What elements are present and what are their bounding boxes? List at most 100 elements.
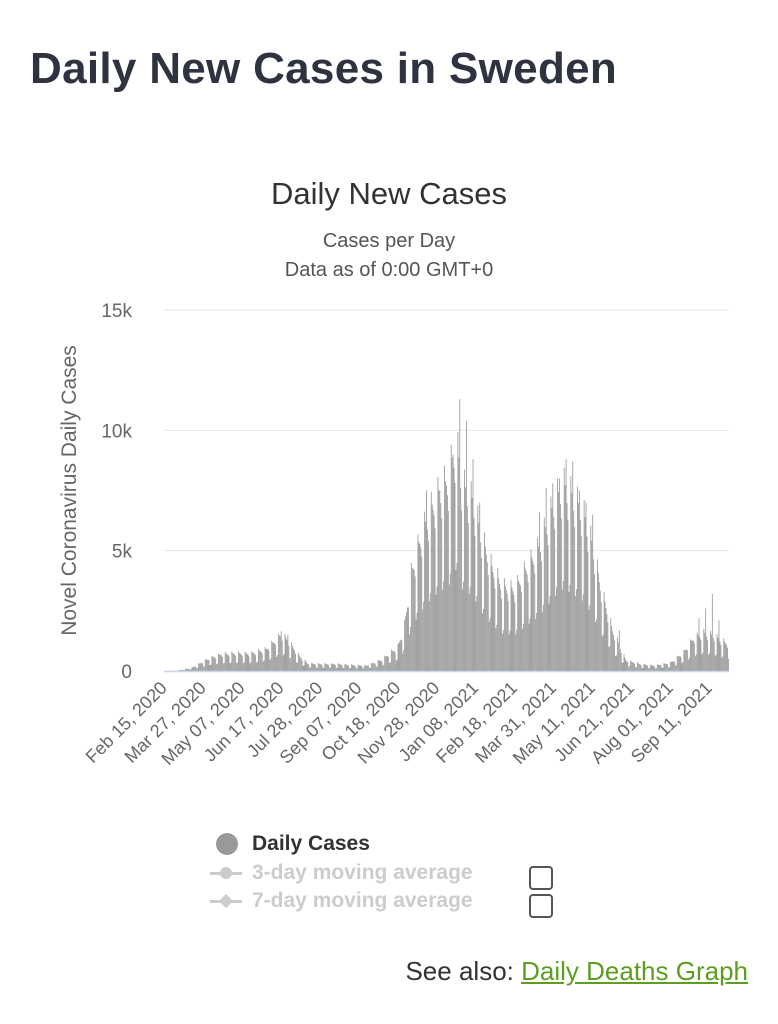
- daily-case-bar: [178, 670, 180, 671]
- daily-case-bar: [210, 664, 212, 671]
- daily-case-bar: [559, 478, 560, 671]
- daily-case-bar: [635, 667, 637, 671]
- daily-case-bar: [540, 561, 542, 671]
- daily-case-bar: [669, 667, 671, 671]
- daily-case-bar: [699, 637, 701, 671]
- toggle-7-day-average-checkbox[interactable]: [529, 894, 553, 918]
- daily-case-bar: [332, 663, 333, 671]
- daily-case-bar: [246, 653, 248, 671]
- daily-case-bar: [495, 628, 497, 671]
- daily-case-bar: [521, 592, 522, 671]
- daily-case-bar: [264, 647, 266, 671]
- daily-case-bar: [294, 650, 295, 671]
- daily-case-bar: [233, 653, 235, 671]
- daily-case-bar: [391, 650, 393, 671]
- daily-case-bar: [578, 502, 579, 671]
- daily-case-bar: [375, 666, 377, 671]
- daily-case-bar: [207, 659, 209, 671]
- daily-case-bar: [613, 635, 615, 671]
- daily-case-bar: [597, 573, 599, 671]
- daily-case-bar: [652, 665, 653, 671]
- daily-case-bar: [473, 517, 475, 671]
- daily-case-bar: [515, 634, 517, 671]
- daily-case-bar: [590, 525, 592, 671]
- daily-case-bar: [718, 620, 720, 671]
- daily-case-bar: [663, 663, 665, 671]
- daily-case-bar: [584, 517, 586, 671]
- daily-case-bar: [295, 653, 296, 671]
- daily-case-bar: [600, 602, 602, 671]
- daily-case-bar: [445, 480, 446, 671]
- daily-case-bar: [693, 643, 695, 671]
- daily-case-bar: [541, 612, 543, 671]
- daily-case-bar: [179, 670, 181, 671]
- daily-case-bar: [217, 663, 219, 671]
- toggle-3-day-average-checkbox[interactable]: [529, 866, 553, 890]
- daily-case-bar: [511, 587, 513, 671]
- daily-case-bar: [494, 588, 496, 671]
- daily-case-bar: [556, 587, 558, 671]
- daily-case-bar: [452, 454, 454, 671]
- daily-case-bar: [421, 556, 423, 671]
- daily-case-bar: [509, 630, 511, 671]
- daily-case-bar: [389, 663, 390, 671]
- daily-case-bar: [376, 666, 378, 671]
- daily-case-bar: [205, 659, 207, 671]
- daily-case-bar: [513, 594, 515, 671]
- daily-case-bar: [323, 667, 325, 671]
- daily-case-bar: [334, 665, 336, 671]
- daily-case-bar: [240, 654, 242, 671]
- daily-case-bar: [721, 657, 723, 671]
- daily-case-bar: [231, 651, 233, 671]
- daily-case-bar: [713, 641, 715, 671]
- daily-case-bar: [446, 495, 448, 671]
- daily-case-bar: [573, 510, 575, 671]
- daily-case-bar: [436, 586, 438, 671]
- daily-case-bar: [673, 661, 675, 671]
- legend-item-3-day-average[interactable]: 3-day moving average: [208, 859, 473, 887]
- daily-case-bar: [431, 504, 433, 671]
- daily-case-bar: [526, 574, 528, 671]
- daily-case-bar: [551, 507, 553, 671]
- daily-case-bar: [324, 663, 326, 671]
- legend-item-7-day-average[interactable]: 7-day moving average: [208, 887, 473, 915]
- daily-deaths-graph-link[interactable]: Daily Deaths Graph: [521, 956, 748, 986]
- daily-case-bar: [433, 515, 435, 671]
- daily-case-bar: [563, 467, 565, 671]
- daily-case-bar: [191, 667, 193, 671]
- daily-cases-bars: [164, 399, 729, 671]
- daily-case-bar: [206, 659, 208, 671]
- daily-case-bar: [395, 660, 397, 671]
- daily-case-bar: [326, 664, 328, 671]
- daily-case-bar: [725, 643, 727, 671]
- daily-case-bar: [688, 659, 690, 671]
- daily-case-bar: [388, 656, 389, 671]
- daily-case-bar: [442, 589, 444, 671]
- daily-case-bar: [464, 469, 465, 671]
- daily-case-bar: [194, 666, 196, 671]
- daily-case-bar: [500, 589, 502, 671]
- daily-case-bar: [215, 658, 217, 671]
- daily-case-bar: [241, 656, 243, 671]
- daily-case-bar: [314, 664, 315, 671]
- daily-case-bar: [349, 668, 351, 671]
- daily-case-bar: [631, 661, 633, 671]
- daily-case-bar: [489, 618, 491, 671]
- daily-case-bar: [535, 618, 537, 671]
- daily-case-bar: [514, 602, 516, 671]
- line-diamond-marker-icon: [208, 887, 252, 915]
- daily-case-bar: [242, 663, 244, 671]
- legend-item-daily-cases[interactable]: Daily Cases: [208, 830, 370, 858]
- daily-case-bar: [538, 546, 539, 671]
- daily-case-bar: [616, 637, 618, 671]
- daily-case-bar: [325, 663, 327, 671]
- daily-case-bar: [719, 641, 721, 671]
- daily-case-bar: [411, 567, 413, 671]
- daily-case-bar: [239, 652, 240, 671]
- daily-case-bar: [253, 653, 255, 671]
- daily-case-bar: [347, 665, 349, 671]
- daily-case-bar: [258, 650, 260, 671]
- y-tick-label: 10k: [101, 421, 132, 442]
- daily-case-bar: [623, 654, 625, 671]
- daily-case-bar: [653, 666, 655, 671]
